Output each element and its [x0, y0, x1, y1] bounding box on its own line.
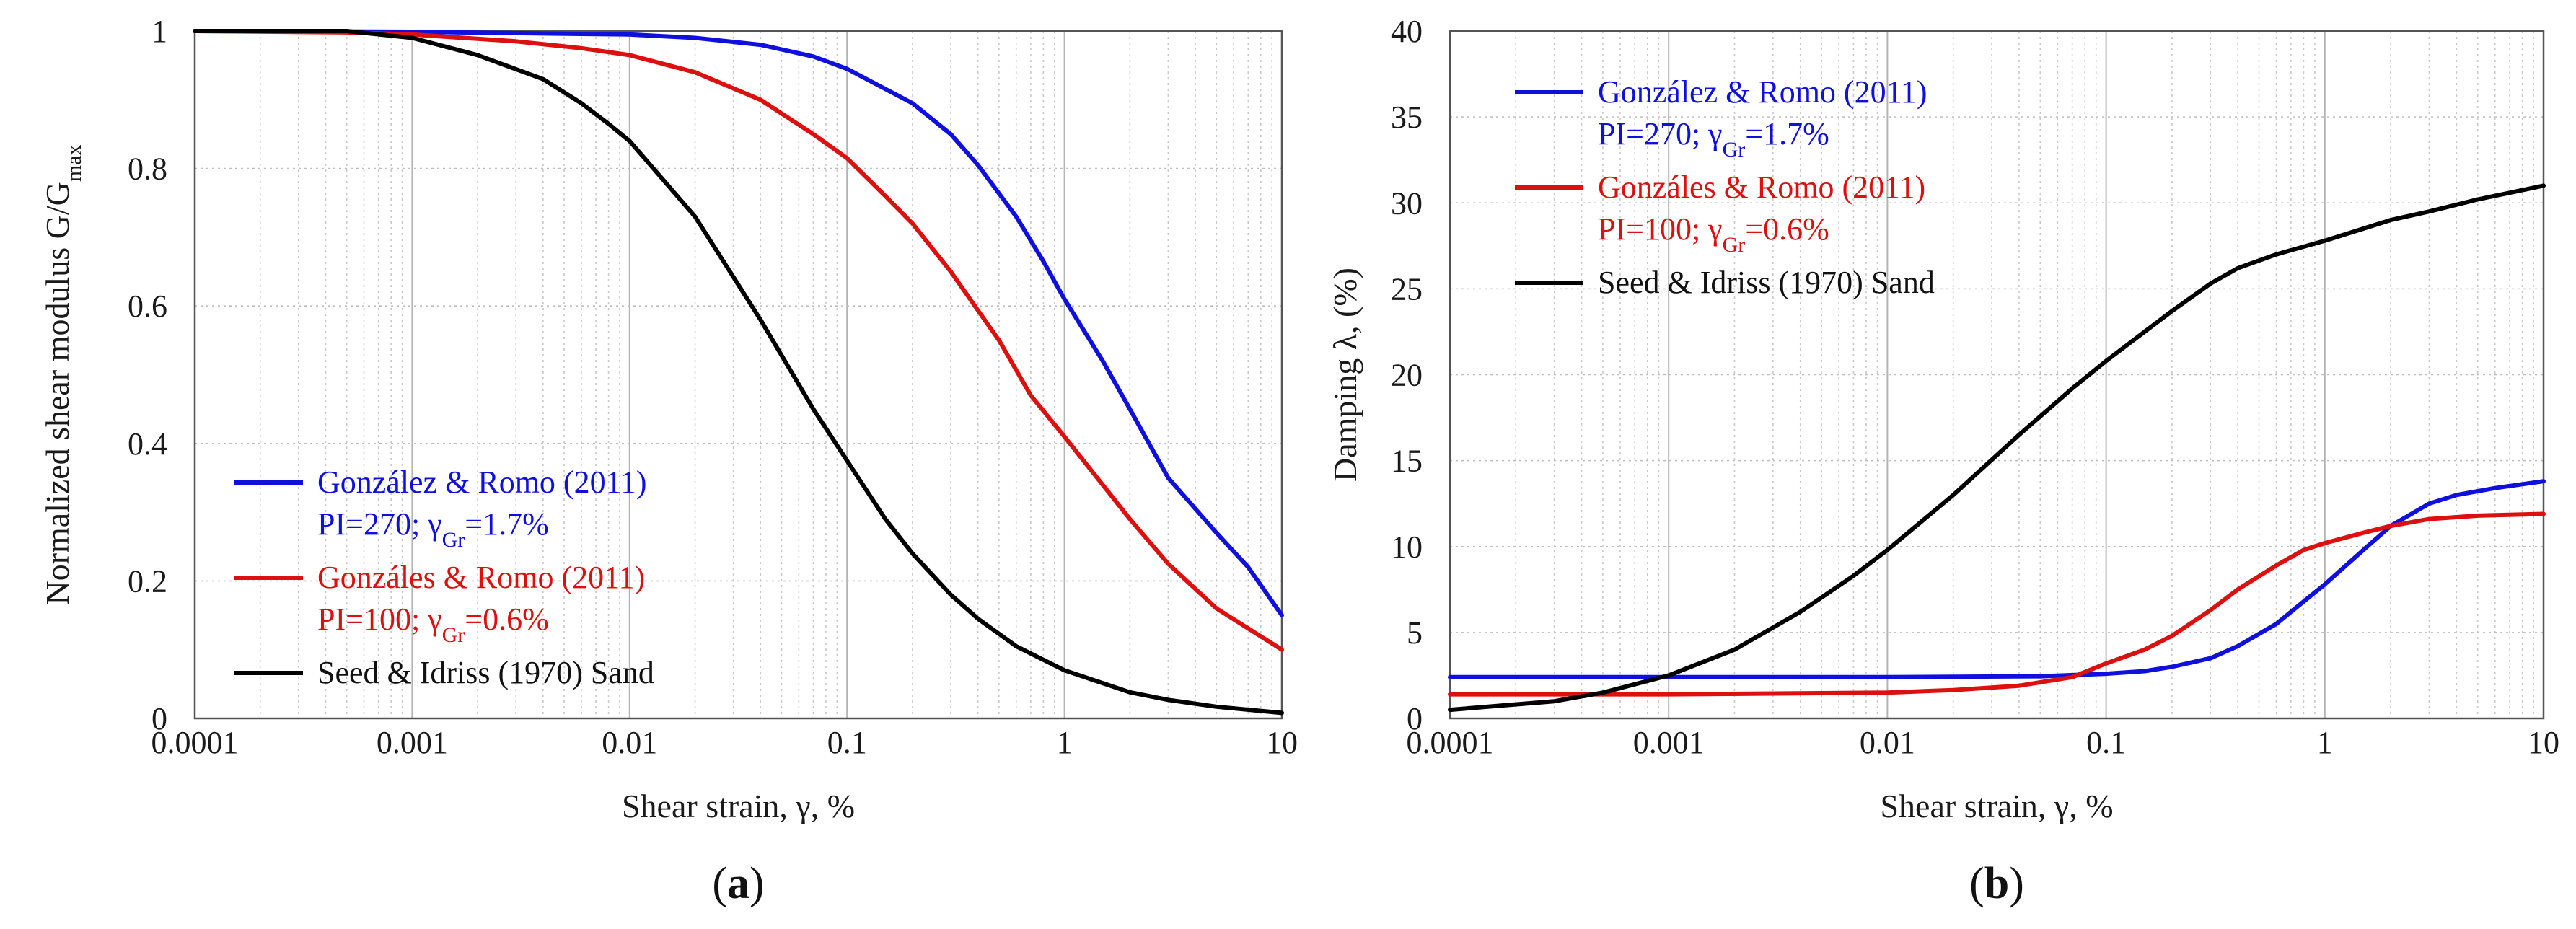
panel-a-x-tick-label: 10	[1266, 725, 1298, 760]
panel-b-x-tick-label: 0.0001	[1407, 725, 1494, 760]
panel-a-legend-label-3: Seed & Idriss (1970) Sand	[317, 655, 654, 690]
panel-a-y-tick-label: 0.4	[128, 426, 167, 462]
panel-b-x-tick-label: 0.01	[1860, 725, 1915, 760]
panel-b-x-tick-label: 10	[2528, 725, 2559, 760]
panel-a-caption: (a)	[712, 859, 764, 908]
panel-b-y-tick-label: 25	[1391, 271, 1423, 307]
panel-b-y-axis-title: Damping λ, (%)	[1327, 268, 1363, 482]
panel-b-x-tick-label: 0.001	[1633, 725, 1705, 760]
panel-a-legend-label-1: González & Romo (2011)	[317, 464, 647, 500]
panel-b-legend-label-1: González & Romo (2011)	[1598, 74, 1927, 110]
legend-detail-suffix: =1.7%	[465, 506, 548, 542]
panel-b-y-tick-label: 30	[1391, 185, 1423, 221]
panel-b-y-tick-label: 15	[1391, 444, 1423, 479]
panel-a-legend-label-2: Gonzáles & Romo (2011)	[317, 560, 645, 595]
panel-a-x-tick-label: 0.01	[602, 725, 657, 760]
panel-a-y-tick-label: 0.6	[128, 289, 167, 324]
panel-a-plot-frame	[193, 30, 1283, 720]
caption-close-paren: )	[2009, 859, 2024, 908]
panel-b-y-tick-label: 10	[1391, 529, 1423, 565]
panel-a-y-axis-title: Normalized shear modulus G/Gmax	[39, 144, 86, 604]
panel-b-plot-frame	[1449, 30, 2545, 720]
panel-b-series-line-3	[1448, 183, 2546, 713]
panel-b-y-tick-label: 35	[1391, 100, 1423, 135]
legend-detail-subscript: Gr	[1723, 138, 1746, 162]
panel-a-x-axis-title: Shear strain, γ, %	[622, 788, 855, 824]
panel-a-y-tick-label: 0.2	[128, 563, 167, 599]
caption-letter: b	[1984, 859, 2009, 908]
chart-panel-b: 0.0001 0.001 0.01 0.1 1 10 0 5 10 15 20 25 30 35 40 She…	[1327, 14, 2559, 908]
panel-a-y-axis-title-subscript: max	[62, 144, 86, 182]
panel-a-legend-detail-1: PI=270; γGr=1.7%	[317, 506, 549, 552]
panel-a-y-tick-label: 1	[151, 14, 167, 49]
panel-a-x-tick-label: 0.0001	[151, 725, 239, 760]
legend-detail-prefix: PI=100; γ	[1598, 211, 1723, 247]
panel-b-y-tick-label: 40	[1391, 14, 1423, 49]
panel-a-series-line-3	[193, 29, 1284, 716]
legend-detail-suffix: =0.6%	[1745, 211, 1829, 247]
panel-b-series-line-2	[1448, 511, 2546, 697]
panel-a-x-tick-label: 1	[1057, 725, 1073, 760]
panel-b-y-tick-label: 0	[1407, 701, 1423, 736]
panel-b-legend-detail-1: PI=270; γGr=1.7%	[1598, 116, 1829, 162]
caption-letter: a	[727, 859, 749, 908]
panel-a-y-axis-title-main: Normalized shear modulus G/G	[39, 182, 76, 604]
panel-a-series-line-2	[193, 29, 1284, 652]
panel-b-series-line-1	[1448, 479, 2546, 679]
caption-open-paren: (	[1969, 859, 1984, 908]
panel-b-legend-label-2: Gonzáles & Romo (2011)	[1598, 169, 1925, 205]
panel-b-y-tick-label: 20	[1391, 358, 1423, 393]
legend-detail-subscript: Gr	[442, 623, 465, 647]
legend-detail-suffix: =0.6%	[465, 602, 548, 637]
legend-detail-subscript: Gr	[1723, 233, 1746, 257]
panel-a-legend-detail-2: PI=100; γGr=0.6%	[317, 602, 549, 647]
panel-a-grid	[194, 30, 1283, 719]
legend-detail-suffix: =1.7%	[1745, 116, 1829, 151]
panel-a-legend: González & Romo (2011)PI=270; γGr=1.7%Go…	[234, 464, 654, 690]
panel-b-legend: González & Romo (2011)PI=270; γGr=1.7%Go…	[1515, 74, 1935, 300]
legend-detail-prefix: PI=270; γ	[317, 506, 442, 542]
panel-a-y-tick-label: 0	[151, 701, 167, 736]
panel-a-x-tick-label: 0.001	[377, 725, 448, 760]
panel-b-x-axis-title: Shear strain, γ, %	[1880, 788, 2113, 824]
panel-b-caption: (b)	[1969, 859, 2024, 908]
panel-b-y-axis-title-main: Damping λ, (%)	[1327, 268, 1363, 482]
legend-detail-subscript: Gr	[442, 528, 465, 552]
panel-b-legend-label-3: Seed & Idriss (1970) Sand	[1598, 265, 1935, 300]
panel-b-legend-detail-2: PI=100; γGr=0.6%	[1598, 211, 1829, 257]
caption-close-paren: )	[749, 859, 765, 908]
legend-detail-prefix: PI=100; γ	[317, 602, 442, 637]
legend-detail-prefix: PI=270; γ	[1598, 116, 1723, 151]
panel-a-y-tick-label: 0.8	[128, 151, 167, 187]
panel-b-x-tick-label: 0.1	[2086, 725, 2126, 760]
panel-b-y-tick-label: 5	[1407, 615, 1423, 651]
panel-a-x-tick-label: 0.1	[827, 725, 867, 760]
panel-a-series-line-1	[193, 29, 1284, 617]
chart-panel-a: 0.0001 0.001 0.01 0.1 1 10 0 0.2 0.4 0.6 0.8 1 Shear…	[39, 14, 1298, 908]
panel-b-x-tick-label: 1	[2317, 725, 2333, 760]
caption-open-paren: (	[712, 859, 727, 908]
